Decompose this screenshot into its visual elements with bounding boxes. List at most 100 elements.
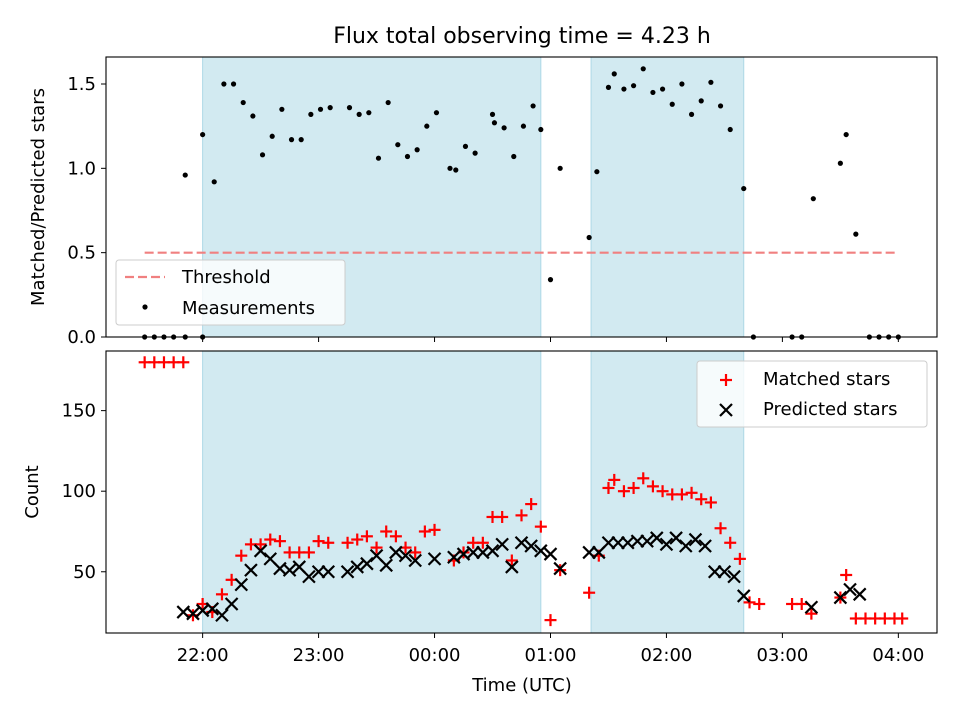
measurement-point bbox=[250, 113, 256, 119]
predicted-star-point bbox=[379, 558, 393, 573]
predicted-star-point bbox=[698, 539, 712, 553]
predicted-star-point bbox=[640, 534, 654, 548]
measurement-point bbox=[453, 167, 459, 173]
matched-star-point bbox=[602, 481, 615, 494]
predicted-star-point bbox=[205, 602, 220, 616]
predicted-star-point bbox=[505, 560, 519, 574]
matched-star-point bbox=[544, 614, 557, 627]
measurement-point bbox=[630, 83, 637, 89]
measurement-point bbox=[395, 142, 401, 148]
measurement-point bbox=[837, 160, 843, 166]
top-axes-frame bbox=[105, 56, 938, 338]
measurement-point bbox=[557, 165, 563, 171]
measurement-point bbox=[717, 103, 724, 109]
measurement-point bbox=[385, 99, 391, 106]
matched-star-point bbox=[496, 510, 509, 523]
matched-star-point bbox=[583, 586, 596, 599]
measurements-legend-swatch bbox=[142, 304, 148, 310]
matched-star-point bbox=[704, 496, 717, 509]
predicted-star-point bbox=[707, 564, 722, 579]
measurement-point bbox=[269, 133, 275, 139]
predicted-star-point bbox=[447, 550, 461, 565]
measurement-point bbox=[520, 123, 527, 129]
x-tick-label: 02:00 bbox=[641, 645, 693, 666]
measurement-point bbox=[538, 126, 544, 133]
predicted-legend-swatch bbox=[719, 403, 733, 417]
matched-star-point bbox=[637, 472, 650, 485]
star-count-points bbox=[138, 356, 909, 627]
predicted-star-point bbox=[350, 560, 365, 574]
matched-star-point bbox=[695, 493, 708, 506]
measurement-point bbox=[530, 103, 536, 109]
predicted-star-point bbox=[514, 535, 529, 550]
predicted-star-point bbox=[524, 539, 538, 553]
predicted-star-point bbox=[804, 600, 819, 614]
measurement-point bbox=[605, 84, 612, 90]
measurement-point bbox=[741, 185, 747, 192]
matched-star-point bbox=[360, 530, 373, 543]
predicted-legend-label: Predicted stars bbox=[763, 399, 897, 420]
matched-star-point bbox=[896, 612, 909, 625]
measurement-point bbox=[298, 137, 304, 143]
matched-star-point bbox=[302, 546, 315, 559]
matched-legend-marker bbox=[720, 374, 732, 386]
predicted-star-point bbox=[360, 556, 374, 571]
matched-star-point bbox=[617, 485, 630, 498]
matched-star-point bbox=[505, 554, 518, 567]
measurement-point bbox=[424, 123, 430, 129]
matched-star-point bbox=[409, 546, 422, 559]
y-tick-label: 1.5 bbox=[67, 74, 96, 95]
measurement-point bbox=[433, 110, 440, 116]
y-tick-label: 0.5 bbox=[67, 243, 96, 264]
matched-star-point bbox=[351, 533, 364, 546]
predicted-star-point bbox=[669, 531, 683, 545]
matched-star-point bbox=[341, 536, 354, 549]
matched-star-point bbox=[627, 481, 640, 494]
matched-star-point bbox=[525, 498, 538, 511]
measurement-point bbox=[317, 106, 324, 112]
predicted-star-point bbox=[611, 535, 625, 550]
x-tick-label: 01:00 bbox=[525, 645, 577, 666]
measurement-point bbox=[279, 106, 285, 112]
matched-star-point bbox=[554, 564, 567, 577]
measurement-point bbox=[259, 152, 266, 158]
measurement-point bbox=[843, 131, 849, 138]
x-tick-label: 00:00 bbox=[409, 645, 461, 666]
predicted-star-point bbox=[234, 577, 249, 592]
measurement-point bbox=[211, 179, 217, 185]
predicted-star-point bbox=[843, 582, 857, 597]
top-axis-ticks: 0.0 0.5 1.0 1.5 bbox=[67, 74, 899, 348]
matched-star-point bbox=[685, 486, 698, 499]
predicted-star-point bbox=[833, 590, 848, 605]
matched-star-point bbox=[805, 607, 818, 620]
predicted-star-point bbox=[215, 608, 229, 623]
matched-star-point bbox=[675, 488, 688, 501]
measurement-point bbox=[727, 126, 733, 133]
measurement-point bbox=[414, 147, 420, 153]
measurement-point bbox=[853, 231, 859, 237]
measurement-point bbox=[308, 111, 314, 117]
top-y-axis-label: Matched/Predicted stars bbox=[28, 88, 49, 306]
shaded-interval bbox=[590, 56, 745, 338]
top-panel: 0.0 0.5 1.0 1.5 Matched/Predicted stars Thr… bbox=[28, 56, 938, 348]
matched-star-point bbox=[312, 535, 325, 548]
top-legend-box bbox=[115, 259, 346, 326]
bottom-legend: Matched stars Predicted stars bbox=[696, 360, 928, 428]
matched-star-point bbox=[515, 509, 528, 522]
predicted-star-point bbox=[302, 569, 316, 584]
measurement-point bbox=[491, 120, 498, 126]
predicted-star-point bbox=[311, 564, 326, 579]
predicted-star-point bbox=[495, 537, 509, 552]
matched-star-point bbox=[743, 596, 756, 609]
matched-star-point bbox=[254, 538, 267, 551]
measurement-point bbox=[810, 196, 816, 202]
predicted-star-point bbox=[427, 552, 442, 566]
predicted-star-point bbox=[852, 587, 867, 602]
matched-star-point bbox=[380, 525, 393, 538]
predicted-star-point bbox=[630, 534, 645, 548]
predicted-star-point bbox=[543, 547, 558, 561]
predicted-star-point bbox=[727, 569, 741, 584]
matched-star-point bbox=[215, 588, 228, 601]
measurement-point bbox=[547, 277, 554, 283]
